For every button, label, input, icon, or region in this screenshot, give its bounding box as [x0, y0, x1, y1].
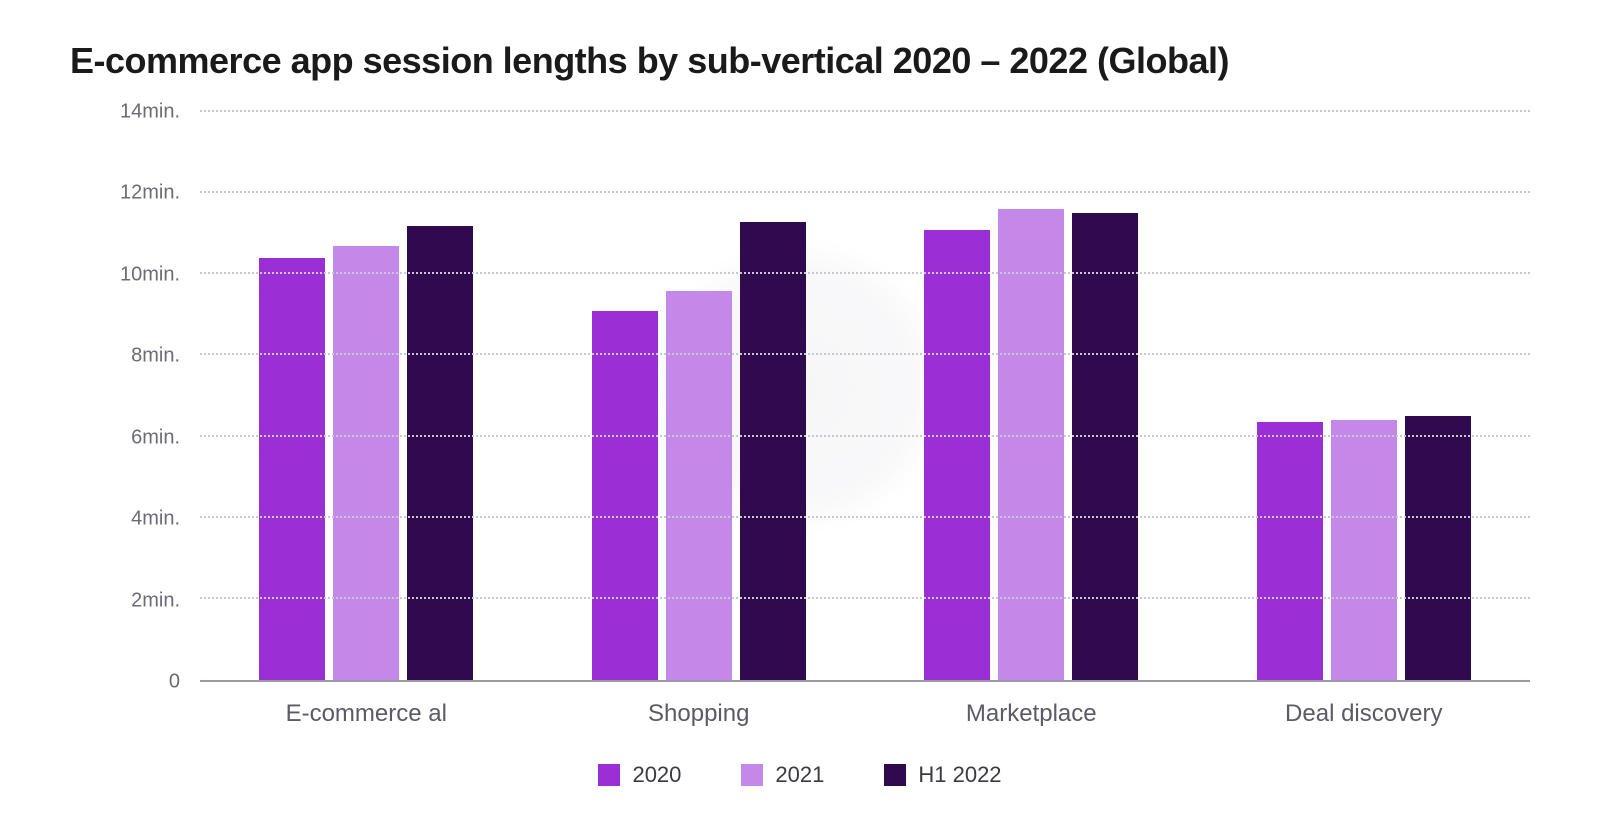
legend-swatch	[741, 764, 763, 786]
gridline	[200, 272, 1530, 274]
legend-item: 2020	[598, 762, 681, 788]
gridline	[200, 191, 1530, 193]
y-tick-label: 6min.	[60, 426, 180, 449]
bar-group	[924, 112, 1138, 680]
bar	[1072, 213, 1138, 680]
bar	[1257, 422, 1323, 680]
bar	[924, 230, 990, 680]
bar	[333, 246, 399, 680]
legend-item: H1 2022	[884, 762, 1001, 788]
y-tick-label: 2min.	[60, 589, 180, 612]
bar-group	[259, 112, 473, 680]
bar	[666, 291, 732, 680]
legend-item: 2021	[741, 762, 824, 788]
bar	[1331, 420, 1397, 680]
legend-label: 2020	[632, 762, 681, 788]
gridline	[200, 516, 1530, 518]
y-axis: 02min.4min.6min.8min.10min.12min.14min.	[60, 112, 190, 682]
bar	[998, 209, 1064, 680]
bar	[1405, 416, 1471, 680]
x-axis-label: Deal discovery	[1198, 700, 1531, 728]
gridline	[200, 435, 1530, 437]
bar	[592, 311, 658, 680]
x-axis-labels: E-commerce alShoppingMarketplaceDeal dis…	[200, 700, 1530, 728]
y-tick-label: 0	[60, 671, 180, 694]
bar	[740, 222, 806, 680]
chart-container: E-commerce app session lengths by sub-ve…	[0, 0, 1600, 840]
y-tick-label: 12min.	[60, 182, 180, 205]
bar-group	[592, 112, 806, 680]
y-tick-label: 8min.	[60, 345, 180, 368]
gridline	[200, 353, 1530, 355]
plot-area	[200, 112, 1530, 682]
gridline	[200, 110, 1530, 112]
legend-swatch	[884, 764, 906, 786]
chart-title: E-commerce app session lengths by sub-ve…	[70, 40, 1540, 82]
legend-swatch	[598, 764, 620, 786]
bar-groups	[200, 112, 1530, 680]
bar-group	[1257, 112, 1471, 680]
legend-label: H1 2022	[918, 762, 1001, 788]
bar	[407, 226, 473, 680]
chart-area: 02min.4min.6min.8min.10min.12min.14min. …	[60, 112, 1540, 682]
gridline	[200, 597, 1530, 599]
x-axis-label: E-commerce al	[200, 700, 533, 728]
bar	[259, 258, 325, 680]
y-tick-label: 10min.	[60, 263, 180, 286]
legend: 2020 2021 H1 2022	[60, 762, 1540, 788]
legend-label: 2021	[775, 762, 824, 788]
y-tick-label: 14min.	[60, 101, 180, 124]
y-tick-label: 4min.	[60, 508, 180, 531]
x-axis-label: Shopping	[533, 700, 866, 728]
x-axis-label: Marketplace	[865, 700, 1198, 728]
